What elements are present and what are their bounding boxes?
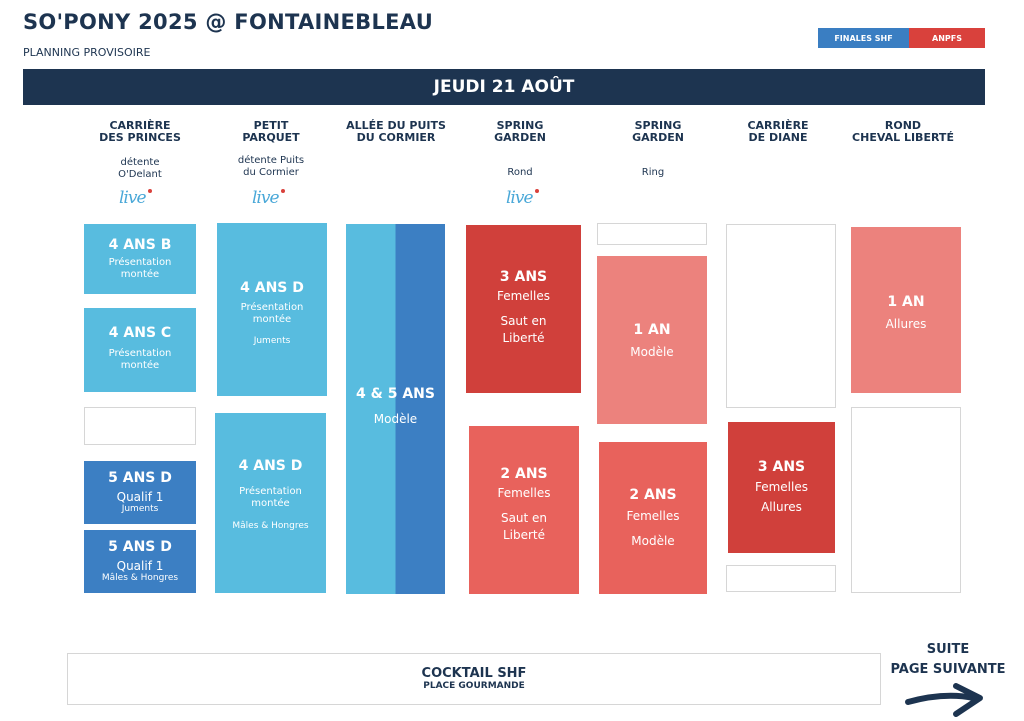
cocktail-box: COCKTAIL SHF PLACE GOURMANDE (67, 653, 881, 705)
legend-anpfs: ANPFS (909, 28, 985, 48)
page-title: SO'PONY 2025 @ FONTAINEBLEAU (23, 10, 434, 34)
schedule-block: 5 ANS D Qualif 1 Mâles & Hongres (84, 530, 196, 593)
column-subtitle: détente O'Delant (118, 157, 162, 180)
column-header-carriere-des-princes: CARRIÈRE DES PRINCES (99, 119, 181, 144)
column-header-allee-du-puits: ALLÉE DU PUITS DU CORMIER (346, 119, 446, 144)
schedule-block: 4 ANS B Présentation montée (84, 224, 196, 294)
live-logo: live (252, 188, 285, 208)
arrow-right-icon (905, 683, 983, 717)
column-subtitle: Ring (641, 167, 665, 178)
empty-slot (851, 407, 961, 593)
cocktail-title: COCKTAIL SHF (421, 666, 527, 681)
live-logo: live (119, 188, 152, 208)
empty-slot (726, 224, 836, 408)
day-banner: JEUDI 21 AOÛT (23, 69, 985, 105)
empty-slot (84, 407, 196, 445)
schedule-block: 1 AN Allures (851, 227, 961, 393)
schedule-block: 2 ANS Femelles Modèle (599, 442, 707, 594)
empty-slot (597, 223, 707, 245)
legend-finales-shf: FINALES SHF (818, 28, 909, 48)
schedule-block: 4 ANS D Présentation montée Juments (217, 223, 327, 396)
page-subtitle: PLANNING PROVISOIRE (23, 46, 151, 59)
empty-slot (726, 565, 836, 592)
column-subtitle: Rond (507, 167, 533, 178)
column-header-petit-parquet: PETIT PARQUET (242, 119, 300, 144)
column-header-spring-garden-ring: SPRING GARDEN (632, 119, 684, 144)
schedule-block: 4 & 5 ANS Modèle (346, 224, 445, 594)
schedule-block: 4 ANS D Présentation montée Mâles & Hong… (215, 413, 326, 593)
next-page-link[interactable]: SUITE PAGE SUIVANTE (890, 642, 1006, 677)
schedule-block: 3 ANS Femelles Allures (728, 422, 835, 553)
live-logo: live (506, 188, 539, 208)
column-header-spring-garden-rond: SPRING GARDEN (494, 119, 546, 144)
column-header-rond-cheval-liberte: ROND CHEVAL LIBERTÉ (852, 119, 954, 144)
column-subtitle: détente Puits du Cormier (237, 155, 305, 178)
column-header-carriere-de-diane: CARRIÈRE DE DIANE (747, 119, 809, 144)
schedule-block: 4 ANS C Présentation montée (84, 308, 196, 392)
schedule-block: 5 ANS D Qualif 1 Juments (84, 461, 196, 524)
schedule-block: 2 ANS Femelles Saut en Liberté (469, 426, 579, 594)
cocktail-subtitle: PLACE GOURMANDE (423, 681, 525, 691)
schedule-block: 1 AN Modèle (597, 256, 707, 424)
schedule-block: 3 ANS Femelles Saut en Liberté (466, 225, 581, 393)
